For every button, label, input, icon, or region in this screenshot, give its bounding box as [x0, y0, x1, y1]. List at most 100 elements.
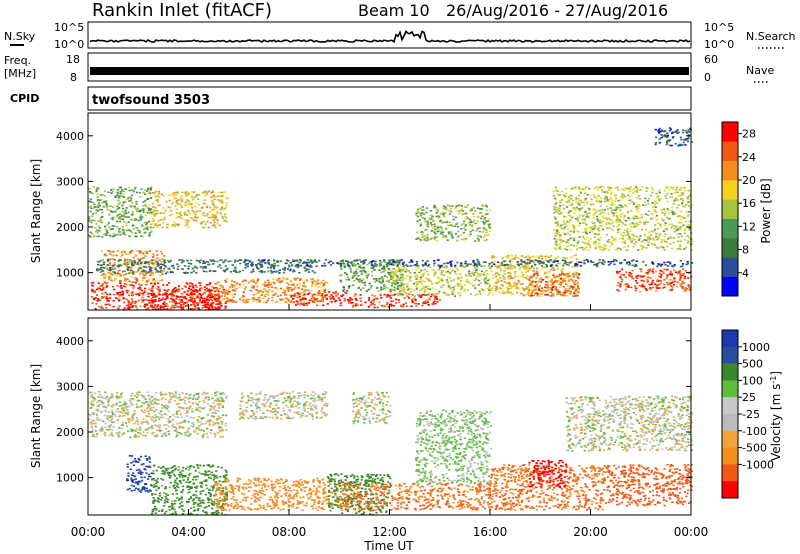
power-cell-9	[507, 277, 510, 279]
power-cell-5	[385, 276, 388, 278]
power-cell-6	[388, 295, 391, 297]
power-cell-8	[452, 225, 455, 228]
power-cell-11	[617, 206, 620, 209]
power-cell-5	[342, 286, 345, 288]
power-cell-2	[156, 305, 159, 308]
power-cell-6	[438, 299, 441, 301]
power-cell-11	[658, 191, 661, 194]
power-cell-2	[211, 299, 214, 302]
power-cell-15	[138, 267, 141, 270]
power-cell-11	[655, 202, 658, 204]
power-cell-0	[167, 282, 171, 284]
power-cell-12	[626, 283, 629, 285]
power-cell-11	[574, 207, 578, 210]
power-cell-15	[234, 266, 237, 269]
power-cell-6	[400, 305, 403, 308]
power-cell-11	[628, 190, 631, 193]
power-cell-0	[186, 283, 189, 286]
power-cell-10	[572, 286, 575, 288]
power-cell-15	[199, 266, 202, 268]
power-cell-0	[198, 282, 201, 284]
power-cell-8	[463, 227, 466, 229]
power-cell-0	[139, 286, 142, 288]
power-cell-13	[140, 214, 143, 216]
power-cell-2	[203, 304, 206, 307]
power-cell-11	[570, 203, 573, 205]
power-cell-14	[216, 206, 219, 209]
power-cell-11	[617, 247, 620, 250]
power-cell-11	[636, 217, 640, 219]
power-cell-11	[673, 237, 676, 239]
power-cell-7	[392, 280, 395, 282]
power-cell-5	[382, 270, 385, 273]
power-cell-8	[443, 215, 446, 218]
power-cell-7	[415, 287, 418, 289]
power-cell-13	[111, 216, 114, 219]
power-cell-14	[211, 202, 214, 205]
power-cell-12	[646, 271, 649, 274]
power-cell-15	[164, 261, 167, 264]
power-cell-14	[221, 208, 224, 210]
power-cell-8	[454, 232, 458, 235]
power-cell-9	[560, 270, 563, 272]
power-cell-5	[388, 269, 391, 271]
power-cell-8	[433, 230, 436, 232]
power-cell-11	[579, 192, 582, 194]
power-cell-7	[391, 264, 394, 267]
power-cell-5	[373, 281, 377, 283]
power-cell-15	[169, 271, 172, 274]
power-cell-6	[410, 298, 414, 301]
power-cell-11	[584, 248, 587, 250]
power-cell-11	[641, 216, 644, 219]
power-cell-13	[118, 196, 121, 198]
power-cell-7	[468, 272, 471, 275]
power-cell-11	[677, 204, 680, 206]
power-cell-3	[292, 282, 295, 284]
power-cell-16	[295, 259, 299, 262]
power-cell-2	[159, 307, 162, 310]
power-cell-9	[526, 270, 529, 273]
power-cell-11	[592, 214, 595, 216]
power-cell-11	[618, 219, 621, 221]
power-cell-13	[104, 225, 107, 228]
power-cell-9	[507, 275, 511, 278]
power-cell-11	[606, 240, 609, 243]
power-cell-11	[642, 246, 645, 248]
power-cell-11	[626, 249, 629, 251]
power-cell-15	[240, 259, 243, 261]
power-cell-7	[412, 282, 415, 285]
power-cell-11	[557, 224, 560, 226]
power-cell-7	[409, 276, 412, 278]
power-cell-10	[538, 289, 541, 291]
power-cell-14	[158, 190, 161, 193]
power-cell-7	[427, 293, 430, 295]
power-cell-2	[193, 293, 196, 295]
power-cell-1	[134, 254, 137, 257]
power-cell-15	[202, 262, 205, 264]
power-cell-2	[163, 298, 167, 301]
power-cell-14	[173, 225, 176, 228]
power-cell-0	[91, 288, 94, 291]
power-cell-0	[140, 289, 143, 292]
power-cell-0	[183, 285, 186, 287]
power-cell-3	[267, 279, 270, 282]
power-cell-15	[161, 263, 164, 266]
power-cell-11	[681, 198, 684, 200]
power-cell-11	[615, 211, 619, 214]
power-cell-11	[591, 220, 594, 223]
power-cell-2	[181, 296, 184, 298]
power-cell-8	[452, 215, 455, 218]
power-cell-7	[404, 292, 407, 294]
power-cell-11	[629, 186, 632, 189]
power-cell-11	[636, 189, 639, 192]
power-cell-12	[665, 281, 668, 284]
power-cell-11	[554, 210, 558, 213]
power-cell-10	[569, 285, 572, 287]
power-cell-8	[481, 215, 484, 217]
power-cell-14	[186, 219, 189, 221]
power-cell-2	[198, 293, 201, 295]
power-cell-11	[665, 197, 668, 200]
power-cell-3	[315, 283, 318, 286]
power-cell-5	[380, 276, 383, 278]
power-cell-9	[529, 275, 532, 278]
